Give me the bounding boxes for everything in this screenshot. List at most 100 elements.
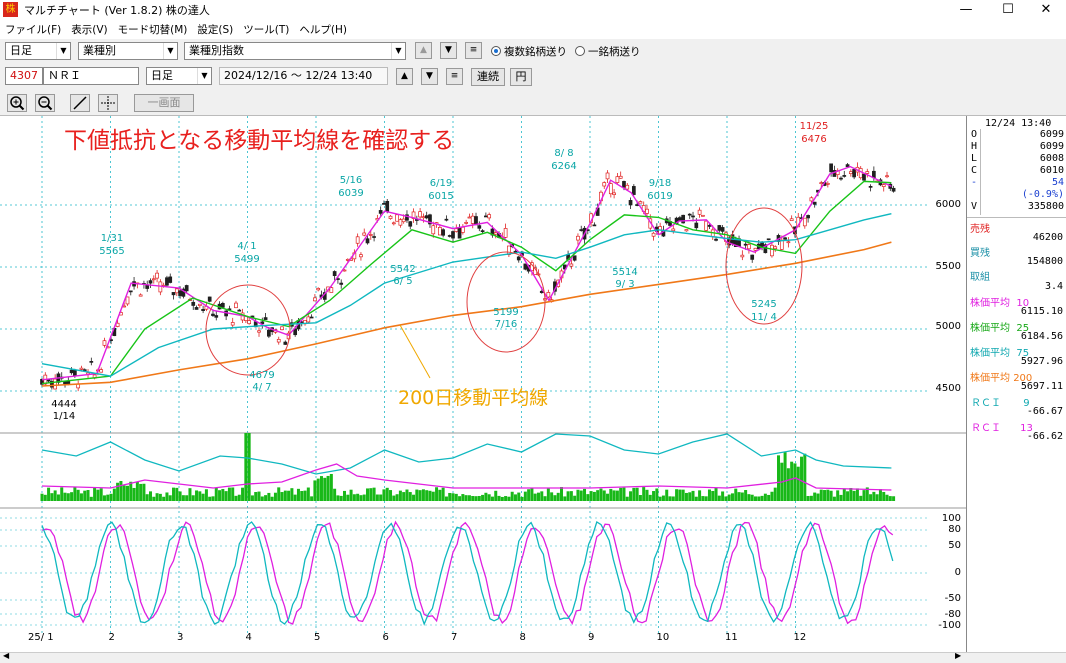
category-select[interactable]: 業種別 ▼ xyxy=(78,42,178,60)
candle-body xyxy=(237,309,242,312)
menu-tools[interactable]: ツール(T) xyxy=(243,24,290,36)
ma200-annotation: 200日移動平均線 xyxy=(398,387,548,409)
change-percent: (-0.9%) xyxy=(1021,189,1064,200)
candle-body xyxy=(750,254,755,260)
maximize-button[interactable]: ☐ xyxy=(1002,2,1014,17)
volume-bar xyxy=(471,496,475,501)
menu-mode[interactable]: モード切替(M) xyxy=(117,24,188,36)
zoom-in-icon[interactable] xyxy=(7,94,27,112)
volume-bar xyxy=(129,481,133,501)
volume-bar xyxy=(70,492,74,501)
chart-area[interactable]: 下値抵抗となる移動平均線を確認する 200日移動平均線 1/31 5565 4/… xyxy=(0,116,966,652)
menu-view[interactable]: 表示(V) xyxy=(71,24,108,36)
volume-bar xyxy=(250,495,254,501)
crosshair-icon[interactable] xyxy=(98,94,118,112)
volume-bar xyxy=(454,493,458,501)
trough-price: 4444 xyxy=(51,399,76,410)
menu-help[interactable]: ヘルプ(H) xyxy=(299,24,347,36)
candle-body xyxy=(704,220,709,231)
price-chart[interactable]: 下値抵抗となる移動平均線を確認する 200日移動平均線 1/31 5565 4/… xyxy=(0,116,966,652)
next-stock-button[interactable]: ▼ xyxy=(421,68,438,85)
volume-bar xyxy=(803,453,807,501)
candle-body xyxy=(431,225,436,235)
volume-bar xyxy=(283,490,287,501)
volume-bar xyxy=(832,496,836,501)
candle-body xyxy=(122,305,127,308)
volume-bar xyxy=(500,496,504,501)
stock-code-field[interactable]: 4307 xyxy=(5,67,43,85)
menu-file[interactable]: ファイル(F) xyxy=(5,24,62,36)
candle-body xyxy=(740,254,745,258)
candle-body xyxy=(257,330,261,333)
candle-body xyxy=(779,239,784,250)
volume-bar xyxy=(264,495,268,501)
candle-body xyxy=(125,296,130,305)
volume-bar xyxy=(412,494,416,501)
volume-bar xyxy=(655,488,659,501)
scroll-right-icon[interactable]: ▶ xyxy=(955,651,962,660)
volume-bar xyxy=(257,491,261,501)
volume-bar xyxy=(730,493,734,501)
category-list-button[interactable]: ≡ xyxy=(465,42,482,59)
stock-name-field[interactable]: ＮＲＩ xyxy=(43,67,139,85)
candle-body xyxy=(707,224,712,227)
volume-bar xyxy=(273,492,277,501)
rci-label: ＲＣＩ xyxy=(971,398,1001,409)
candle-body xyxy=(464,222,469,224)
candle-body xyxy=(572,255,577,261)
volume-bar xyxy=(757,496,761,501)
prev-category-button[interactable]: ▲ xyxy=(415,42,432,59)
scroll-left-icon[interactable]: ◀ xyxy=(3,651,10,660)
volume-bar xyxy=(342,490,346,501)
period2-select[interactable]: 日足 ▼ xyxy=(146,67,212,85)
volume-bar xyxy=(648,494,652,501)
volume-bar xyxy=(323,477,327,501)
close-button[interactable]: ✕ xyxy=(1040,2,1052,17)
candle-body xyxy=(115,322,120,327)
volume-bar xyxy=(523,491,527,501)
next-category-button[interactable]: ▼ xyxy=(440,42,457,59)
volume-bar xyxy=(609,488,613,501)
candle-body xyxy=(447,235,452,237)
single-screen-button[interactable]: 一画面 xyxy=(134,94,194,112)
zoom-out-icon[interactable] xyxy=(35,94,55,112)
ma75-label: 株価平均 75 xyxy=(970,344,1029,359)
peak-date: 6/19 xyxy=(430,178,452,189)
peak-price: 6264 xyxy=(551,161,576,172)
single-stock-radio[interactable] xyxy=(575,46,585,56)
volume-bar xyxy=(316,478,320,501)
yen-button[interactable]: 円 xyxy=(510,68,532,86)
candle-body xyxy=(293,328,298,336)
candle-body xyxy=(178,290,182,296)
month-label: 5 xyxy=(314,632,320,643)
trendline-icon[interactable] xyxy=(70,94,90,112)
volume-bar xyxy=(438,489,442,501)
ma-period: 10 xyxy=(1016,298,1030,309)
volume-bar xyxy=(619,487,623,501)
volume-bar xyxy=(319,476,323,501)
volume-bar xyxy=(86,490,90,501)
candle-body xyxy=(174,288,179,294)
period-select[interactable]: 日足 ▼ xyxy=(5,42,71,60)
volume-bar xyxy=(477,495,481,501)
multi-stock-radio[interactable] xyxy=(491,46,501,56)
volume-bar xyxy=(823,490,827,501)
ma-period: 200 xyxy=(1013,373,1033,384)
volume-bar xyxy=(888,496,892,501)
volume-bar xyxy=(622,487,626,501)
stock-list-button[interactable]: ≡ xyxy=(446,68,463,85)
volume-bar xyxy=(178,491,182,501)
menu-settings[interactable]: 設定(S) xyxy=(197,24,234,36)
prev-stock-button[interactable]: ▲ xyxy=(396,68,413,85)
index-select[interactable]: 業種別指数 ▼ xyxy=(184,42,406,60)
volume-bar xyxy=(859,495,863,501)
candle-body xyxy=(220,303,225,308)
continuous-button[interactable]: 連続 xyxy=(471,68,505,86)
candle-body xyxy=(812,201,817,205)
minimize-button[interactable]: — xyxy=(959,2,973,17)
candle-body xyxy=(207,296,212,302)
candle-body xyxy=(234,302,238,309)
horizontal-scrollbar[interactable]: ◀ ▶ xyxy=(0,651,1066,663)
volume-bar xyxy=(734,488,738,501)
candle-body xyxy=(444,218,449,221)
